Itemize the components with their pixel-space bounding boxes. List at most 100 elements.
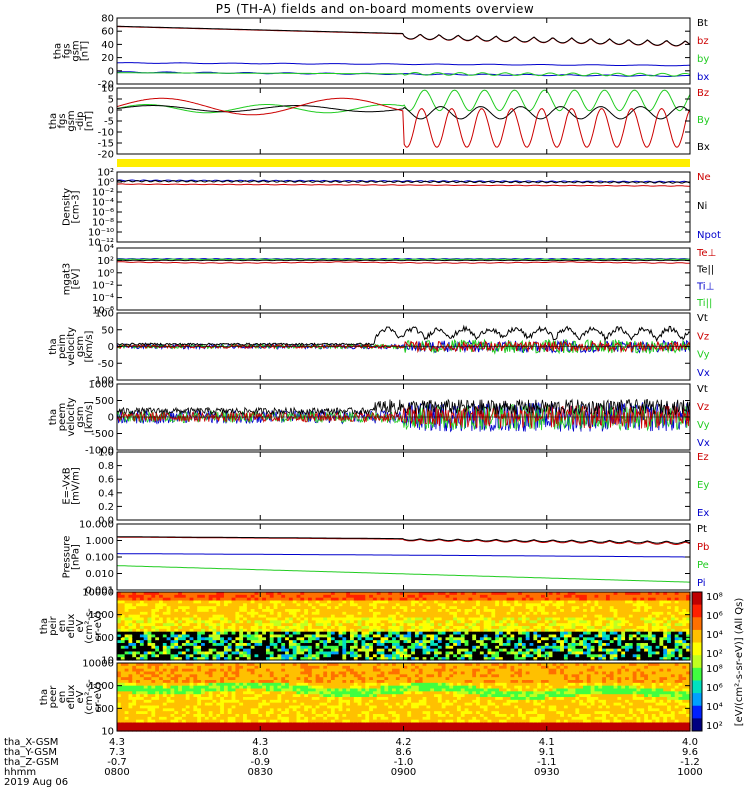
legend-item: Pt	[697, 524, 707, 535]
y-axis-label: gsm	[71, 40, 82, 61]
y-tick-label: -500	[91, 429, 114, 440]
legend-item: Vt	[697, 313, 708, 324]
y-axis-label: eV	[75, 619, 86, 632]
legend-item: Ne	[697, 172, 711, 183]
y-tick-label: 10	[101, 84, 114, 95]
series-by	[116, 89, 691, 114]
legend-item: Pi	[697, 578, 706, 589]
series-vt	[116, 398, 691, 416]
panel-9: 10000 1000 100 10 thapeirenefluxeV(cm²-s-sr-…	[39, 588, 691, 667]
y-axis-label: tha	[39, 689, 50, 705]
series-vt	[116, 324, 691, 347]
x-row-label: tha_Z-GSM	[4, 757, 59, 768]
x-row-label: hhmm	[4, 767, 36, 778]
y-tick-label: 10⁻²	[92, 281, 114, 292]
x-tick-label: 8.6	[396, 747, 412, 758]
y-axis-label: en	[57, 691, 68, 704]
y-axis-label: tha	[48, 409, 59, 425]
y-axis-label: [km/s]	[84, 330, 95, 362]
y-tick-label: 0.8	[98, 461, 114, 472]
y-tick-label: 20	[101, 53, 114, 64]
y-axis-label: sr-eV)	[93, 611, 104, 640]
y-tick-label: 10⁻⁴	[92, 293, 114, 304]
y-axis-label: [nT]	[80, 41, 91, 61]
y-axis-label: peer	[48, 685, 59, 709]
y-axis-label: [nPa]	[71, 544, 82, 570]
y-tick-label: 0	[108, 342, 114, 353]
y-tick-label: -50	[98, 359, 114, 370]
y-tick-label: 0	[108, 106, 114, 117]
y-axis-label: fgs	[62, 43, 73, 58]
colorbar-tick: 10⁸	[706, 592, 723, 603]
y-axis-label: [eV]	[71, 269, 82, 290]
series-pb	[117, 536, 691, 545]
chart-title: P5 (TH-A) fields and on-board moments ov…	[215, 2, 535, 16]
x-tick-label: 0800	[104, 767, 129, 778]
x-tick-label: 4.0	[682, 737, 698, 748]
y-axis-label: E=-VxB	[62, 467, 73, 504]
y-axis-label: velocity	[66, 397, 77, 436]
legend-item: Ex	[697, 508, 709, 519]
y-axis-label: Pressure	[62, 536, 73, 579]
y-tick-label: 50	[101, 325, 114, 336]
colorbar-tick: 10⁸	[706, 664, 723, 675]
y-tick-label: 100	[95, 309, 114, 320]
y-axis-label: mgat3	[62, 263, 73, 296]
colorbar	[691, 591, 703, 732]
legend-item: Npot	[697, 230, 721, 241]
y-tick-label: 0.0	[98, 516, 114, 527]
y-tick-label: 10000	[82, 588, 114, 599]
legend-item: Vy	[697, 350, 710, 361]
legend-item: bx	[697, 72, 709, 83]
y-tick-label: 10.000	[79, 520, 114, 531]
y-axis-label: gsm	[75, 336, 86, 357]
y-tick-label: 500	[95, 396, 114, 407]
y-tick-label: -20	[98, 150, 114, 161]
legend-item: Vz	[697, 331, 709, 342]
x-tick-label: 9.1	[539, 747, 555, 758]
legend-item: Ez	[697, 452, 709, 463]
legend-item: Vz	[697, 402, 709, 413]
y-tick-label: 1000	[89, 610, 114, 621]
y-axis-label: tha	[48, 113, 59, 129]
legend-item: by	[697, 54, 709, 65]
panel-frame	[116, 451, 691, 521]
x-tick-label: 4.1	[539, 737, 555, 748]
y-axis-label: tha	[48, 338, 59, 354]
legend-item: Ey	[697, 480, 709, 491]
y-tick-label: 10⁻⁸	[92, 218, 114, 229]
y-axis-label: velocity	[66, 327, 77, 366]
colorbar-label: [eV/(cm²-s-sr-eV)] (All Qs)	[734, 598, 745, 727]
x-tick-label: 8.0	[252, 747, 268, 758]
y-axis-label: fgs	[57, 113, 68, 128]
y-tick-label: 10⁻⁴	[92, 198, 114, 209]
legend-item: Vx	[697, 438, 710, 449]
y-tick-label: 40	[101, 40, 114, 51]
legend-item: Ti⊥	[696, 281, 714, 292]
y-tick-label: 0	[108, 66, 114, 77]
y-axis-label: eflux	[66, 614, 77, 639]
x-tick-label: -1.1	[537, 757, 557, 768]
y-tick-label: 10000	[82, 659, 114, 670]
y-axis-label: [km/s]	[84, 401, 95, 433]
panel-8: 10.000 1.000 0.100 0.010 0.001 Pressure[nPa] P…	[62, 520, 710, 597]
y-tick-label: 1000	[89, 681, 114, 692]
y-axis-label: [cm-3]	[71, 190, 82, 223]
y-tick-label: 10	[101, 727, 114, 738]
legend-item: By	[697, 115, 710, 126]
y-axis-label: eflux	[66, 685, 77, 710]
x-tick-label: 4.2	[396, 737, 412, 748]
x-tick-label: 0830	[248, 767, 273, 778]
x-tick-label: -1.0	[394, 757, 414, 768]
legend-item: Ni	[697, 201, 707, 212]
legend-item: Pe	[697, 560, 709, 571]
y-axis-label: eV	[75, 690, 86, 703]
legend-item: Bz	[697, 88, 709, 99]
y-tick-label: 1.000	[85, 536, 114, 547]
date-label: 2019 Aug 06	[4, 777, 68, 788]
y-tick-label: -15	[98, 139, 114, 150]
colorbar-tick: 10⁶	[706, 683, 723, 694]
